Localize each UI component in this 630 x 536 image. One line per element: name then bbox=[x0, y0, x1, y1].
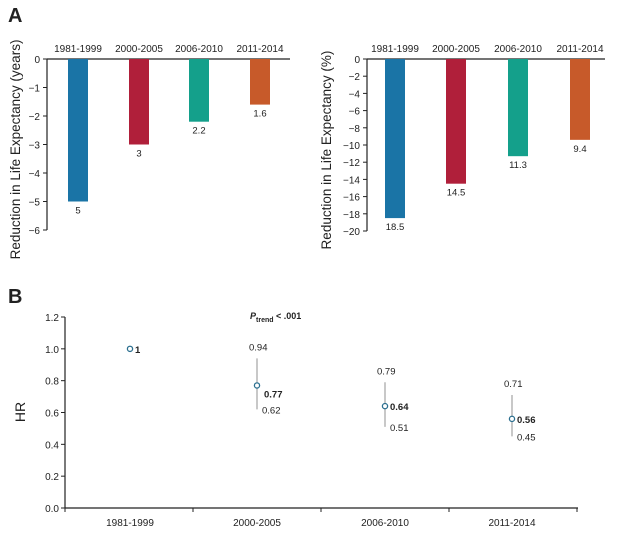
right-chart-y-tick-label: −12 bbox=[343, 158, 360, 169]
hr-ci-high-label: 0.79 bbox=[377, 366, 396, 377]
hr-ci-low-label: 0.62 bbox=[262, 405, 281, 416]
right-chart-y-tick-label: −8 bbox=[349, 124, 361, 135]
right-chart-y-tick-label: −6 bbox=[349, 107, 361, 118]
left-chart-y-axis-title: Reduction in Life Expectancy (years) bbox=[8, 40, 23, 260]
left-chart-y-tick-label: −4 bbox=[29, 169, 41, 180]
hr-ci-high-label: 0.71 bbox=[504, 379, 523, 390]
right-chart-category-label: 2000-2005 bbox=[432, 44, 480, 55]
hr-y-tick-label: 0.4 bbox=[45, 440, 59, 451]
left-chart-bar bbox=[68, 59, 88, 202]
right-chart-y-tick-label: −14 bbox=[343, 175, 360, 186]
left-chart-category-label: 1981-1999 bbox=[54, 44, 102, 55]
right-chart-y-tick-label: −2 bbox=[349, 72, 361, 83]
right-chart-data-label: 14.5 bbox=[447, 188, 466, 199]
hr-ci-low-label: 0.51 bbox=[390, 423, 409, 434]
left-chart-data-label: 2.2 bbox=[192, 126, 205, 137]
hr-category-label: 2000-2005 bbox=[233, 518, 281, 529]
hr-point bbox=[126, 345, 134, 353]
hr-y-tick-label: 0.2 bbox=[45, 472, 59, 483]
right-chart-category-label: 1981-1999 bbox=[371, 44, 419, 55]
hr-y-tick-label: 0.6 bbox=[45, 409, 59, 420]
right-chart-data-label: 18.5 bbox=[386, 222, 405, 233]
hr-value-label: 0.56 bbox=[517, 415, 536, 426]
right-chart-bar bbox=[570, 59, 590, 140]
left-chart-y-tick-label: −1 bbox=[29, 84, 41, 95]
hr-point bbox=[253, 382, 261, 389]
left-chart-y-tick-label: −3 bbox=[29, 141, 41, 152]
left-chart-category-label: 2000-2005 bbox=[115, 44, 163, 55]
right-chart-bar bbox=[446, 59, 466, 184]
right-chart-bar bbox=[508, 59, 528, 157]
left-chart-y-tick-label: −6 bbox=[29, 226, 41, 237]
hr-category-label: 2006-2010 bbox=[361, 518, 409, 529]
left-chart-bar bbox=[189, 59, 209, 122]
panel-label-b: B bbox=[8, 286, 22, 308]
left-chart-y-tick-label: −5 bbox=[29, 198, 41, 209]
left-chart-bar bbox=[129, 59, 149, 145]
panel-label-a: A bbox=[8, 5, 22, 27]
right-chart-y-tick-label: −10 bbox=[343, 141, 360, 152]
hr-point bbox=[508, 415, 516, 423]
right-chart-y-axis-title: Reduction in Life Expectancy (%) bbox=[319, 51, 334, 250]
right-chart-y-tick-label: −4 bbox=[349, 89, 361, 100]
right-chart-y-tick-label: −20 bbox=[343, 227, 360, 238]
right-chart-y-tick-label: −16 bbox=[343, 193, 360, 204]
right-chart-y-tick-label: −18 bbox=[343, 210, 360, 221]
left-chart-category-label: 2006-2010 bbox=[175, 44, 223, 55]
hr-point bbox=[381, 402, 389, 410]
left-chart-category-label: 2011-2014 bbox=[236, 44, 284, 55]
right-chart-data-label: 11.3 bbox=[509, 160, 527, 171]
hr-y-axis-title: HR bbox=[12, 402, 28, 422]
hr-value-label: 0.77 bbox=[264, 389, 283, 400]
hr-value-label: 1 bbox=[135, 345, 141, 356]
hr-ci-low-label: 0.45 bbox=[517, 432, 536, 443]
hr-category-label: 1981-1999 bbox=[106, 518, 154, 529]
left-chart-data-label: 1.6 bbox=[253, 109, 266, 120]
right-chart-y-tick-label: 0 bbox=[354, 55, 360, 66]
right-chart-category-label: 2011-2014 bbox=[556, 44, 604, 55]
left-chart-data-label: 3 bbox=[136, 149, 141, 160]
hr-ci-high-label: 0.94 bbox=[249, 342, 268, 353]
right-chart-data-label: 9.4 bbox=[573, 144, 586, 155]
hr-y-tick-label: 0.0 bbox=[45, 504, 59, 515]
right-chart-bar bbox=[385, 59, 405, 219]
hr-y-tick-label: 1.0 bbox=[45, 345, 59, 356]
hr-y-tick-label: 0.8 bbox=[45, 377, 59, 388]
left-chart-data-label: 5 bbox=[75, 206, 80, 217]
hr-category-label: 2011-2014 bbox=[488, 518, 536, 529]
left-chart-bar bbox=[250, 59, 270, 105]
hr-value-label: 0.64 bbox=[390, 402, 409, 413]
p-trend-annotation: Ptrend < .001 bbox=[250, 311, 301, 324]
hr-y-tick-label: 1.2 bbox=[45, 313, 59, 324]
left-chart-y-tick-label: −2 bbox=[29, 112, 41, 123]
left-chart-y-tick-label: 0 bbox=[34, 55, 40, 66]
right-chart-category-label: 2006-2010 bbox=[494, 44, 542, 55]
